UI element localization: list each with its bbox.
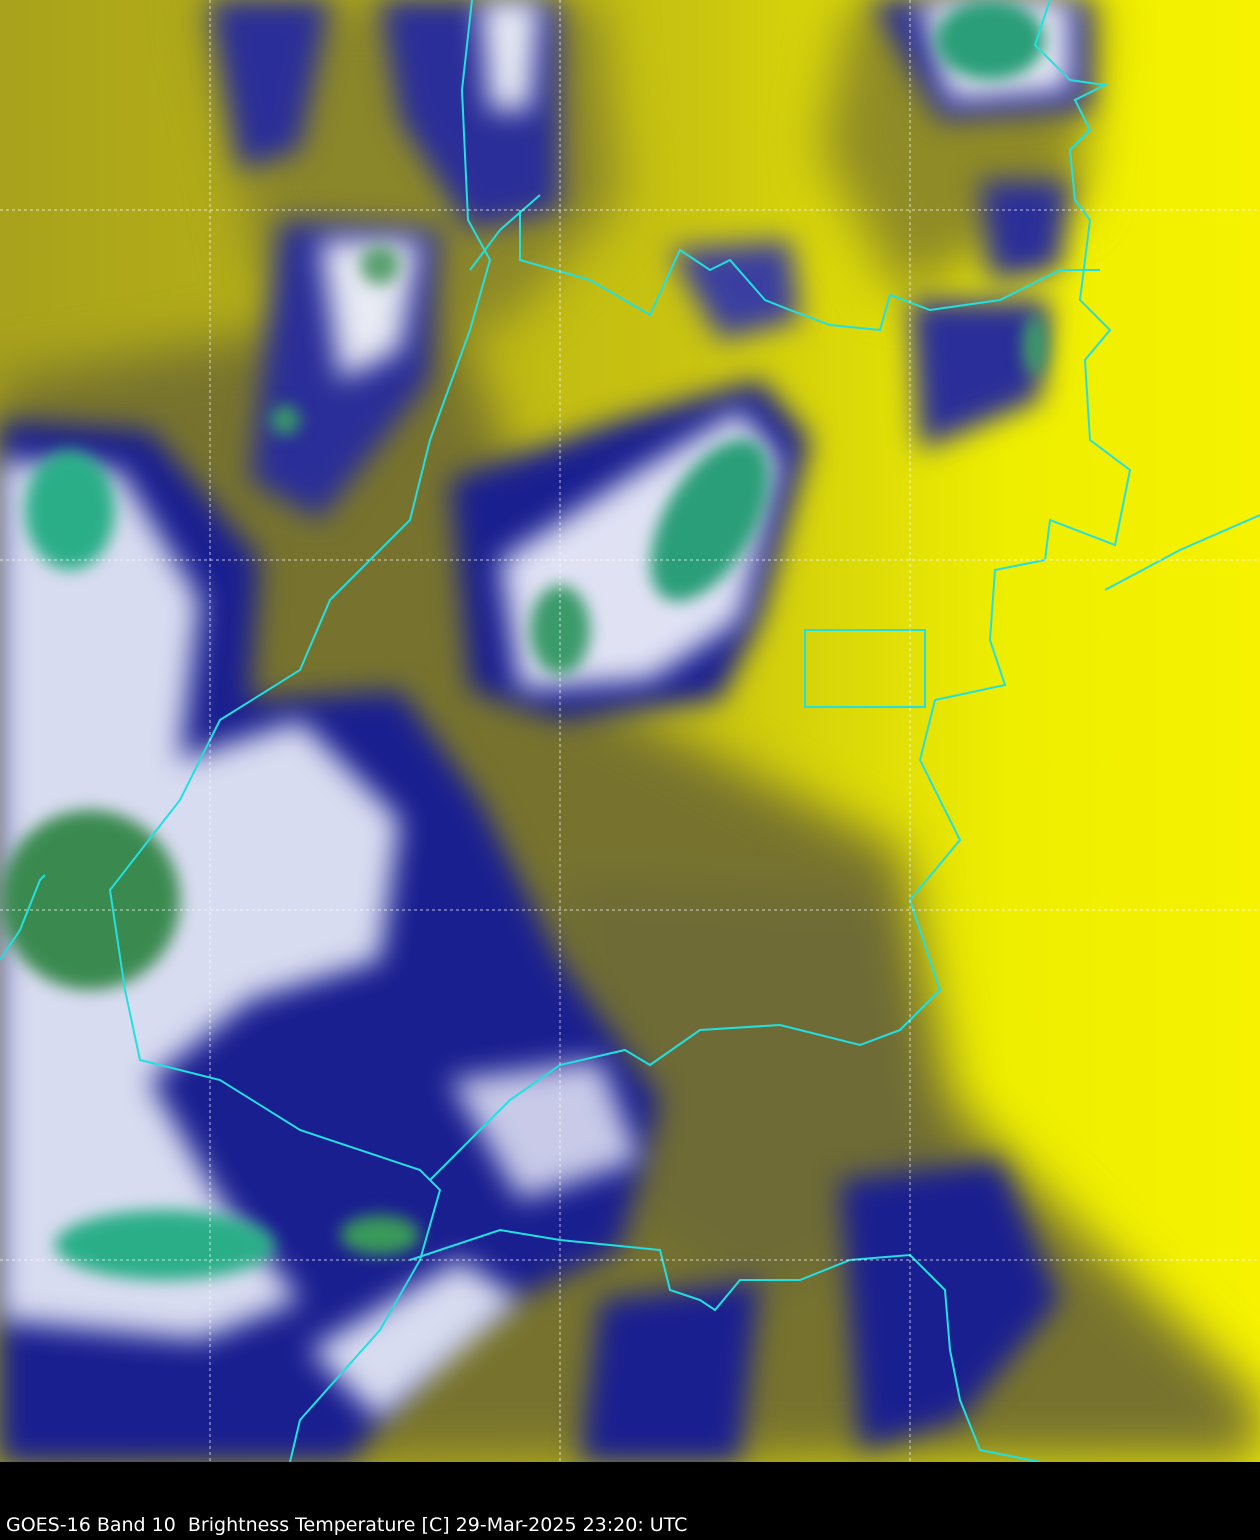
coldest-cloud-cores [0, 0, 1047, 1280]
borders [0, 0, 1260, 1462]
image-caption: GOES-16 Band 10 Brightness Temperature [… [6, 1514, 688, 1536]
lat-lon-grid [0, 0, 1260, 1462]
satellite-image [0, 0, 1260, 1462]
